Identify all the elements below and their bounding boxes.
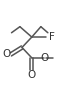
Text: O: O — [2, 49, 10, 59]
Text: O: O — [40, 53, 48, 63]
Text: F: F — [49, 32, 54, 42]
Text: O: O — [28, 70, 36, 80]
